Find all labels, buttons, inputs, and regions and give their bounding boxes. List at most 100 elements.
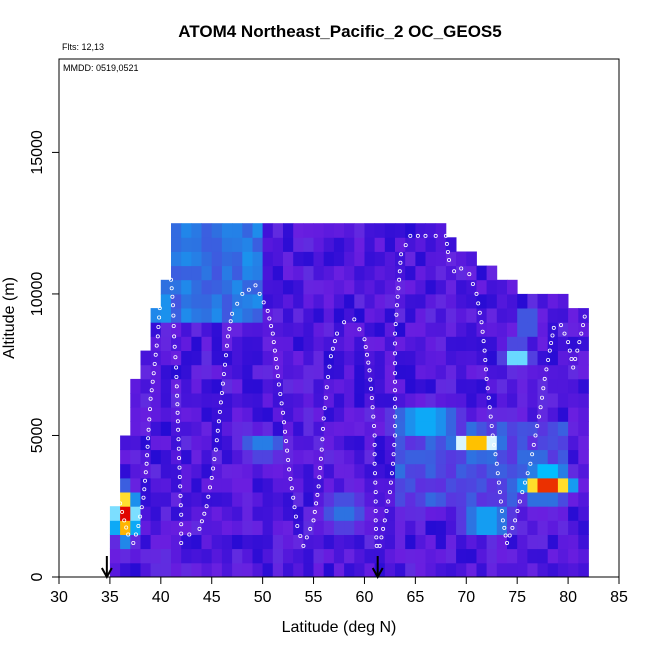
heatmap-cell (221, 492, 233, 507)
heatmap-cell (374, 492, 386, 507)
heatmap-cell (252, 449, 264, 465)
track-point (368, 377, 373, 382)
heatmap-cell (374, 534, 386, 550)
heatmap-cell (191, 350, 202, 366)
heatmap-cell (181, 506, 192, 521)
heatmap-cell (435, 336, 447, 351)
heatmap-cell (160, 393, 172, 408)
track-point (267, 316, 272, 321)
track-point (316, 484, 321, 489)
x-tick-label: 50 (254, 589, 272, 606)
heatmap-cell (191, 435, 202, 451)
heatmap-cell (303, 449, 314, 465)
heatmap-cell (323, 393, 335, 408)
track-point (444, 241, 449, 246)
heatmap-cell (283, 492, 294, 507)
heatmap-cell (120, 463, 131, 479)
heatmap-cell (425, 421, 437, 436)
track-point (579, 331, 584, 336)
track-point (235, 301, 240, 306)
heatmap-cell (323, 223, 335, 238)
heatmap-cell (405, 548, 416, 564)
track-point (220, 381, 225, 386)
track-point (373, 480, 378, 485)
heatmap-cell (557, 477, 569, 493)
heatmap-cell (221, 548, 233, 564)
heatmap-cell (293, 378, 304, 394)
heatmap-cell (354, 364, 365, 380)
heatmap-cell (557, 435, 569, 451)
heatmap-cell (344, 506, 355, 521)
heatmap-cell (527, 506, 538, 521)
heatmap-cell (201, 251, 213, 267)
heatmap-cell (171, 265, 182, 281)
track-point (253, 283, 258, 288)
heatmap-cell (313, 435, 325, 451)
track-point (146, 436, 151, 441)
heatmap-cell (333, 393, 345, 408)
heatmap-cell (557, 421, 569, 436)
track-point (562, 331, 567, 336)
heatmap-cell (537, 293, 549, 309)
track-point (486, 395, 491, 400)
heatmap-cell (507, 449, 518, 465)
heatmap-cell (456, 548, 467, 564)
track-point (373, 490, 378, 495)
track-point (379, 535, 384, 540)
heatmap-cell (517, 378, 528, 394)
track-point (446, 257, 451, 262)
heatmap-cell (150, 435, 162, 451)
track-point (396, 286, 401, 291)
x-tick-label: 75 (508, 589, 526, 606)
heatmap-cell (547, 435, 559, 451)
heatmap-cell (242, 336, 253, 351)
heatmap-cell (415, 293, 426, 309)
track-point (488, 414, 493, 419)
heatmap-cell (272, 463, 284, 479)
heatmap-cell (364, 435, 376, 451)
heatmap-cell (293, 534, 304, 550)
heatmap-cell (527, 378, 538, 394)
heatmap-cell (283, 520, 294, 535)
heatmap-cell (557, 393, 569, 408)
heatmap-cell (425, 534, 437, 550)
heatmap-cell (262, 548, 274, 564)
heatmap-cell (191, 223, 202, 238)
heatmap-cell (517, 336, 528, 351)
track-point (467, 272, 472, 277)
heatmap-cell (333, 364, 345, 380)
track-point (484, 376, 489, 381)
heatmap-cell (303, 477, 314, 493)
heatmap-cell (384, 237, 396, 252)
track-point (292, 505, 297, 510)
heatmap-cell (293, 336, 304, 351)
heatmap-cell (445, 548, 457, 564)
heatmap-cell (211, 393, 223, 408)
heatmap-cell (313, 393, 325, 408)
track-point (143, 470, 148, 475)
heatmap-cell (272, 393, 284, 408)
heatmap-cell (578, 421, 589, 436)
heatmap-cell (344, 520, 355, 535)
heatmap-cell (405, 336, 416, 351)
heatmap-cell (211, 336, 223, 351)
heatmap-cell (395, 492, 406, 507)
heatmap-cell (537, 308, 549, 323)
track-point (386, 499, 391, 504)
track-point (150, 286, 155, 291)
heatmap-cell (547, 562, 559, 577)
heatmap-cell (364, 492, 376, 507)
heatmap-cell (578, 435, 589, 451)
track-point (582, 314, 587, 319)
heatmap-cell (211, 378, 223, 394)
track-point (288, 476, 293, 481)
heatmap-cell (445, 492, 457, 507)
track-point (372, 471, 377, 476)
heatmap-cell (537, 322, 549, 337)
heatmap-cell (496, 506, 508, 521)
track-point (174, 365, 179, 370)
track-point (111, 476, 116, 481)
heatmap-cell (486, 449, 498, 465)
track-point (392, 405, 397, 410)
heatmap-cell (395, 378, 406, 394)
